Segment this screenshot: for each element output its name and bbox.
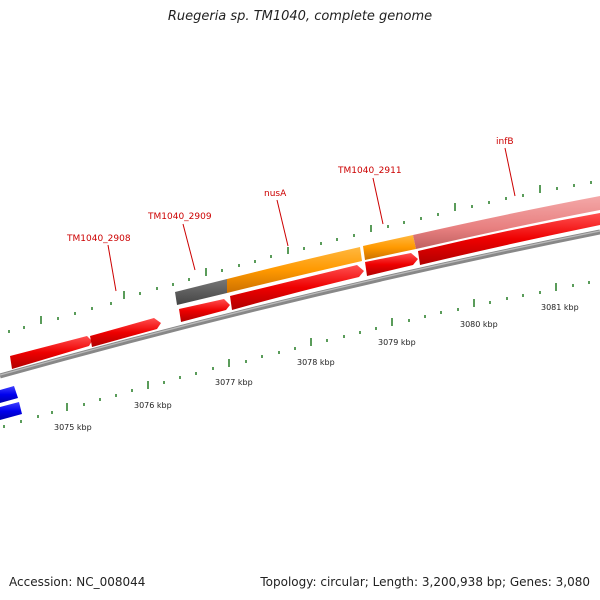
reverse-genes (0, 386, 22, 420)
accession-text: Accession: NC_008044 (9, 575, 146, 589)
highlight-gray (175, 279, 227, 305)
gene-arrow (365, 253, 418, 276)
kbp-label-3076: 3076 kbp (134, 401, 172, 410)
kbp-label-3078: 3078 kbp (297, 358, 335, 367)
kbp-label-3081: 3081 kbp (541, 303, 579, 312)
upper-tick-row (8, 181, 592, 333)
gene-label-tm1040-2911: TM1040_2911 (337, 166, 402, 176)
kbp-label-3080: 3080 kbp (460, 320, 498, 329)
gene-label-nusa: nusA (264, 189, 287, 199)
gene-label-tm1040-2909: TM1040_2909 (147, 212, 212, 222)
kbp-label-3079: 3079 kbp (378, 338, 416, 347)
highlight-orange-1 (227, 247, 362, 293)
gene-arrow (179, 299, 230, 322)
genome-title: Ruegeria sp. TM1040, complete genome (167, 9, 433, 24)
highlight-orange-2 (363, 235, 416, 260)
gene-arrow (418, 213, 600, 265)
kbp-label-3075: 3075 kbp (54, 423, 92, 432)
leader-nusa (276, 199, 289, 247)
gene-arrow (90, 318, 161, 347)
gene-arrow (0, 402, 22, 420)
leader-tm1040-2908 (107, 244, 117, 292)
kbp-labels: 3075 kbp 3076 kbp 3077 kbp 3078 kbp 3079… (54, 303, 579, 432)
kbp-label-3077: 3077 kbp (215, 378, 253, 387)
lower-tick-row (3, 281, 590, 428)
backbone-highlight (0, 230, 600, 376)
leader-infb (504, 147, 516, 197)
topology-text: Topology: circular; Length: 3,200,938 bp… (260, 575, 590, 589)
gene-label-tm1040-2908: TM1040_2908 (66, 234, 131, 244)
leader-tm1040-2909 (182, 223, 196, 271)
backbone-line (0, 229, 600, 379)
highlight-track (175, 196, 600, 305)
leader-tm1040-2911 (372, 177, 384, 225)
gene-label-leaders (107, 147, 516, 292)
gene-label-infb: infB (496, 137, 514, 147)
gene-arrow (230, 265, 364, 310)
gene-labels: TM1040_2908 TM1040_2909 nusA TM1040_2911… (66, 137, 514, 244)
highlight-pink (413, 196, 600, 249)
forward-genes (10, 213, 600, 369)
gene-arrow (0, 386, 18, 403)
gene-arrow (10, 336, 92, 369)
